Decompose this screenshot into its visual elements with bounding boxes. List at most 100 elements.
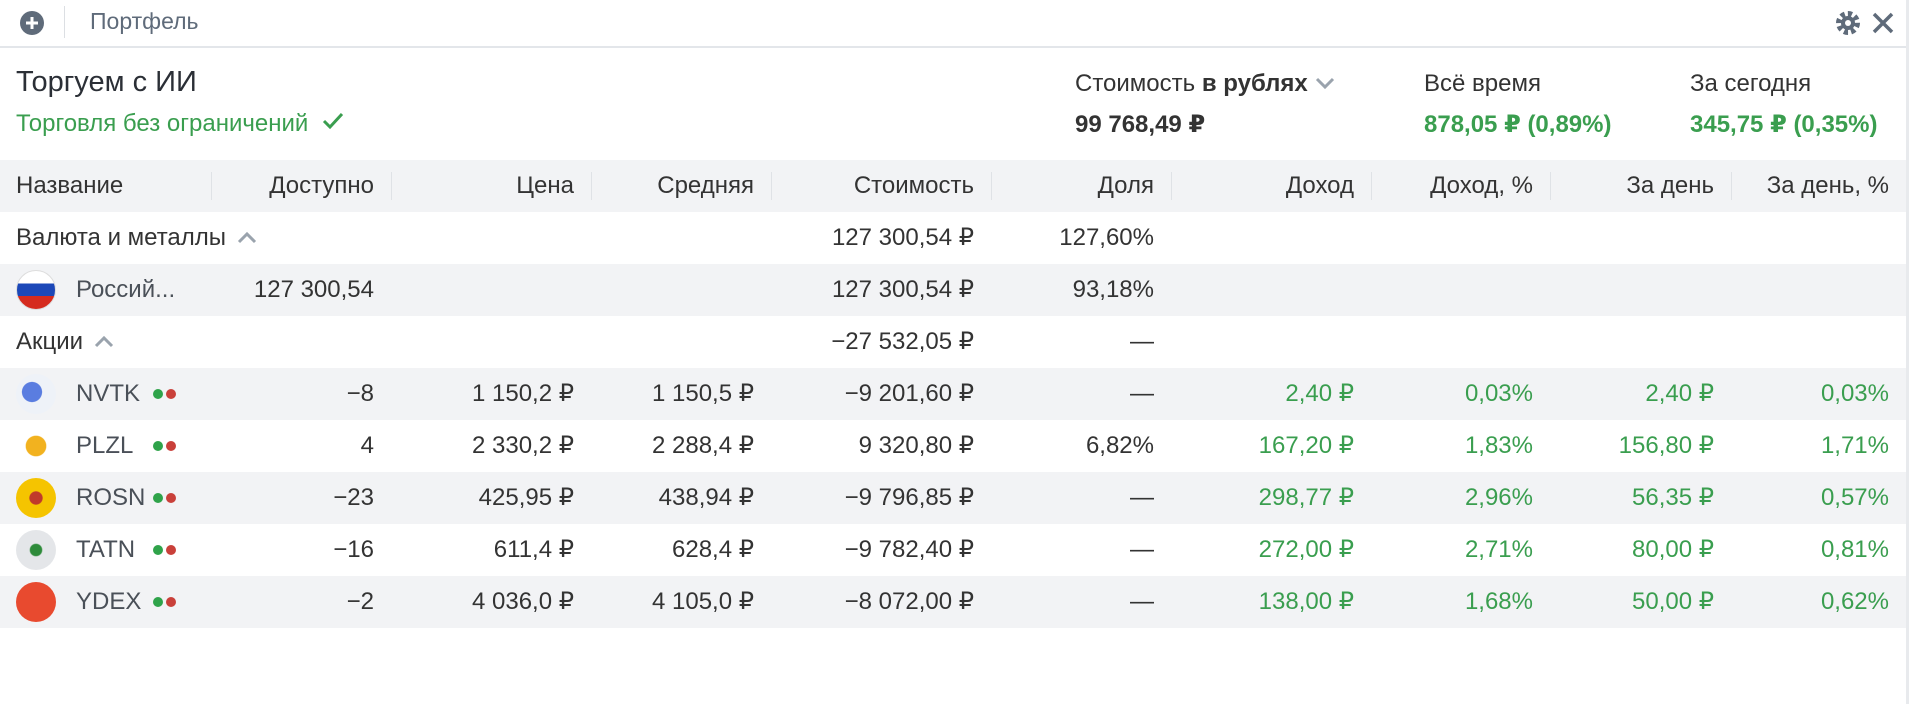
table-row[interactable]: Валюта и металлы 127 300,54 ₽ 127,60% bbox=[0, 212, 1906, 264]
today-value: 345,75 ₽ (0,35%) bbox=[1690, 111, 1878, 138]
cell-value: −9 796,85 ₽ bbox=[844, 484, 974, 511]
market-dot bbox=[166, 493, 176, 503]
cell-value: 438,94 ₽ bbox=[658, 484, 754, 511]
divider bbox=[64, 6, 65, 38]
chevron-up[interactable] bbox=[93, 335, 115, 349]
all-time-label: Всё время bbox=[1424, 70, 1541, 97]
cell-value: 4 bbox=[360, 432, 374, 459]
cell-value: 50,00 ₽ bbox=[1632, 588, 1714, 615]
check-icon bbox=[322, 112, 344, 130]
cell-value: 127 300,54 bbox=[253, 276, 374, 303]
market-dot bbox=[153, 389, 163, 399]
cell-value: 167,20 ₽ bbox=[1258, 432, 1354, 459]
cell-value: 0,03% bbox=[1820, 380, 1889, 407]
cell-value: 4 036,0 ₽ bbox=[471, 588, 574, 615]
cell-value: 1 150,2 ₽ bbox=[471, 380, 574, 407]
cell-value: 0,03% bbox=[1464, 380, 1533, 407]
cell-value: 9 320,80 ₽ bbox=[858, 432, 974, 459]
cell-value: 156,80 ₽ bbox=[1618, 432, 1714, 459]
all-time-value: 878,05 ₽ (0,89%) bbox=[1424, 111, 1612, 138]
cell-value: 4 105,0 ₽ bbox=[651, 588, 754, 615]
cell-value: 611,4 ₽ bbox=[493, 536, 574, 563]
account-status: Торговля без ограничений bbox=[16, 110, 345, 138]
column-header[interactable]: За день bbox=[1626, 172, 1714, 199]
status-text: Торговля без ограничений bbox=[16, 110, 309, 137]
instrument-name: YDEX bbox=[76, 588, 142, 615]
table-row[interactable]: ROSN −23 425,95 ₽ 438,94 ₽ −9 796,85 ₽ — 298,7… bbox=[0, 472, 1906, 524]
column-separator bbox=[211, 172, 212, 200]
header-row: Название Доступно Цена Средняя Стоимость Доля… bbox=[0, 160, 1906, 212]
column-header[interactable]: Цена bbox=[516, 172, 574, 199]
cell-value: — bbox=[1130, 588, 1154, 615]
currency-label: в рублях bbox=[1201, 70, 1308, 97]
instrument-name: PLZL bbox=[76, 432, 134, 459]
column-separator bbox=[591, 172, 592, 200]
market-dot bbox=[166, 441, 176, 451]
table-row[interactable]: TATN −16 611,4 ₽ 628,4 ₽ −9 782,40 ₽ — 272,00 … bbox=[0, 524, 1906, 576]
column-header[interactable]: Доля bbox=[1097, 172, 1154, 199]
cell-value: — bbox=[1130, 536, 1154, 563]
instrument-name: NVTK bbox=[76, 380, 141, 407]
cell-value: −2 bbox=[346, 588, 374, 615]
cell-value: — bbox=[1130, 380, 1154, 407]
today-label: За сегодня bbox=[1690, 70, 1812, 97]
column-header[interactable]: Стоимость bbox=[853, 172, 974, 199]
close-button[interactable] bbox=[1870, 10, 1896, 36]
cell-value: −8 bbox=[346, 380, 374, 407]
column-separator bbox=[1371, 172, 1372, 200]
cell-value: 0,57% bbox=[1820, 484, 1889, 511]
column-separator bbox=[991, 172, 992, 200]
add-button[interactable] bbox=[18, 9, 46, 37]
market-dot bbox=[153, 597, 163, 607]
top-border bbox=[0, 46, 1906, 48]
instrument-name: TATN bbox=[76, 536, 136, 563]
cell-value: 2,40 ₽ bbox=[1285, 380, 1354, 407]
market-dot bbox=[153, 493, 163, 503]
cell-value: −9 201,60 ₽ bbox=[844, 380, 974, 407]
cell-value: 127,60% bbox=[1059, 224, 1154, 251]
cell-value: −16 bbox=[333, 536, 374, 563]
instrument-icon bbox=[16, 270, 56, 310]
cell-value: 138,00 ₽ bbox=[1258, 588, 1354, 615]
group-name: Акции bbox=[16, 316, 115, 368]
cell-value: −9 782,40 ₽ bbox=[844, 536, 974, 563]
table-row[interactable]: PLZL 4 2 330,2 ₽ 2 288,4 ₽ 9 320,80 ₽ 6,82% 16… bbox=[0, 420, 1906, 472]
settings-button[interactable] bbox=[1834, 9, 1862, 37]
column-header[interactable]: Доход, % bbox=[1430, 172, 1533, 199]
market-dot bbox=[166, 597, 176, 607]
cell-value: 272,00 ₽ bbox=[1258, 536, 1354, 563]
value-label-text: Стоимость bbox=[1075, 70, 1196, 97]
cell-value: 298,77 ₽ bbox=[1258, 484, 1354, 511]
column-header[interactable]: Название bbox=[16, 172, 124, 199]
market-dot bbox=[166, 545, 176, 555]
cell-value: 127 300,54 ₽ bbox=[831, 276, 974, 303]
portfolio-value: 99 768,49 ₽ bbox=[1075, 111, 1206, 138]
column-header[interactable]: За день, % bbox=[1766, 172, 1889, 199]
column-separator bbox=[771, 172, 772, 200]
instrument-icon bbox=[16, 582, 56, 622]
cell-value: 1 150,5 ₽ bbox=[651, 380, 754, 407]
cell-value: 80,00 ₽ bbox=[1632, 536, 1714, 563]
value-label[interactable]: Стоимость в рублях bbox=[1075, 70, 1336, 98]
cell-value: −23 bbox=[333, 484, 374, 511]
table-row[interactable]: YDEX −2 4 036,0 ₽ 4 105,0 ₽ −8 072,00 ₽ — 138,… bbox=[0, 576, 1906, 628]
market-dot bbox=[166, 389, 176, 399]
column-header[interactable]: Средняя bbox=[657, 172, 754, 199]
cell-value: −8 072,00 ₽ bbox=[844, 588, 974, 615]
cell-value: 0,81% bbox=[1820, 536, 1889, 563]
tab-title[interactable]: Портфель bbox=[90, 8, 199, 34]
table-row[interactable]: Россий... 127 300,54 127 300,54 ₽ 93,18% bbox=[0, 264, 1906, 316]
chevron-up[interactable] bbox=[236, 231, 258, 245]
column-header[interactable]: Доход bbox=[1285, 172, 1354, 199]
table-row[interactable]: Акции −27 532,05 ₽ — bbox=[0, 316, 1906, 368]
cell-value: 0,62% bbox=[1820, 588, 1889, 615]
cell-value: 93,18% bbox=[1072, 276, 1154, 303]
column-header[interactable]: Доступно bbox=[269, 172, 374, 199]
positions-table: Название Доступно Цена Средняя Стоимость Доля… bbox=[0, 160, 1906, 630]
market-dot bbox=[153, 545, 163, 555]
right-border bbox=[1906, 0, 1909, 704]
column-separator bbox=[391, 172, 392, 200]
cell-value: −27 532,05 ₽ bbox=[831, 328, 974, 355]
cell-value: 1,71% bbox=[1820, 432, 1889, 459]
table-row[interactable]: NVTK −8 1 150,2 ₽ 1 150,5 ₽ −9 201,60 ₽ — 2,40… bbox=[0, 368, 1906, 420]
